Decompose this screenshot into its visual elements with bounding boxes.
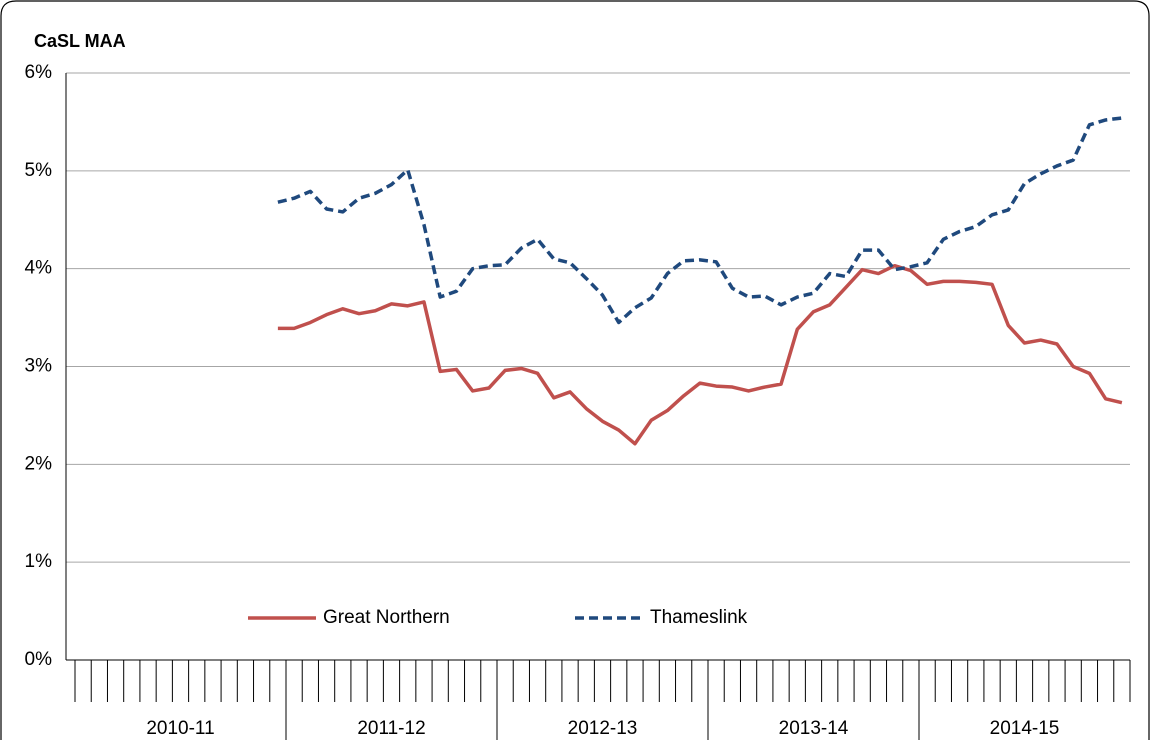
y-tick-label: 6% — [25, 62, 53, 83]
y-tick-label: 5% — [25, 160, 53, 181]
y-tick-label: 3% — [25, 356, 53, 377]
x-group-label: 2011-12 — [357, 718, 425, 739]
x-group-label: 2014-15 — [990, 718, 1060, 739]
legend-label: Thameslink — [650, 607, 748, 628]
x-group-label: 2010-11 — [146, 718, 214, 739]
y-tick-label: 4% — [25, 258, 53, 279]
chart-title: CaSL MAA — [34, 31, 126, 51]
line-series — [277, 263, 1123, 446]
x-group-label: 2013-14 — [779, 718, 849, 739]
x-group-label: 2012-13 — [568, 718, 638, 739]
y-tick-label: 0% — [25, 649, 53, 670]
y-tick-label: 2% — [25, 453, 53, 474]
y-tick-label: 1% — [25, 551, 53, 572]
legend-label: Great Northern — [323, 607, 450, 628]
line-series — [277, 116, 1123, 325]
